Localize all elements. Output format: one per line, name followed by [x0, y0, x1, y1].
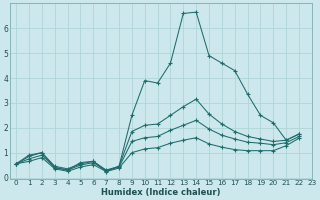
- X-axis label: Humidex (Indice chaleur): Humidex (Indice chaleur): [101, 188, 220, 197]
